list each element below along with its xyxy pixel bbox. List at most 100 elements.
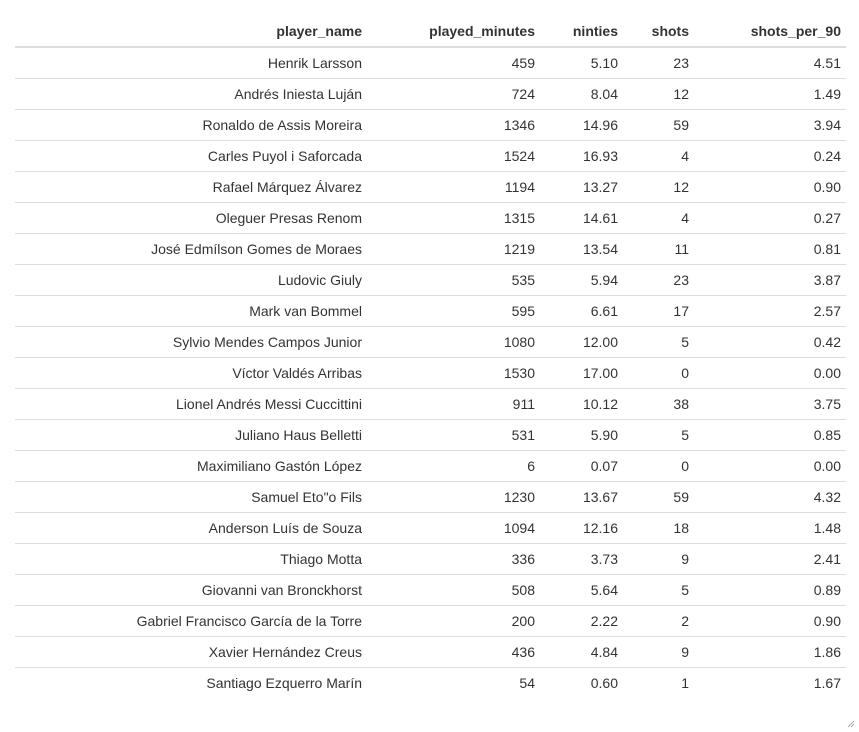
table-cell-played-minutes: 535 [367, 264, 540, 296]
table-cell-player-name: Víctor Valdés Arribas [15, 357, 367, 389]
table-cell-player-name: Rafael Márquez Álvarez [15, 171, 367, 203]
table-row: Xavier Hernández Creus 436 4.84 9 1.86 [15, 636, 846, 668]
table-cell-player-name: Gabriel Francisco García de la Torre [15, 605, 367, 637]
table-cell-shots-per-90: 0.24 [694, 140, 846, 172]
table-cell-ninties: 4.84 [540, 636, 623, 668]
table-cell-shots: 11 [623, 233, 694, 265]
table-cell-player-name: Ludovic Giuly [15, 264, 367, 296]
table-cell-shots-per-90: 2.57 [694, 295, 846, 327]
table-cell-shots-per-90: 0.89 [694, 574, 846, 606]
table-cell-played-minutes: 336 [367, 543, 540, 575]
table-cell-ninties: 17.00 [540, 357, 623, 389]
table-cell-played-minutes: 1080 [367, 326, 540, 358]
table-cell-player-name: Xavier Hernández Creus [15, 636, 367, 668]
table-cell-shots-per-90: 0.00 [694, 357, 846, 389]
table-cell-shots-per-90: 0.90 [694, 605, 846, 637]
table-cell-played-minutes: 531 [367, 419, 540, 451]
table-row: Andrés Iniesta Luján 724 8.04 12 1.49 [15, 78, 846, 110]
table-cell-ninties: 5.64 [540, 574, 623, 606]
table-cell-shots: 17 [623, 295, 694, 327]
table-cell-ninties: 13.27 [540, 171, 623, 203]
table-cell-ninties: 12.16 [540, 512, 623, 544]
table-cell-played-minutes: 1346 [367, 109, 540, 141]
table-cell-played-minutes: 508 [367, 574, 540, 606]
table-cell-shots: 2 [623, 605, 694, 637]
table-row: Santiago Ezquerro Marín 54 0.60 1 1.67 [15, 668, 846, 699]
table-header: player_name played_minutes ninties shots sho… [15, 15, 846, 48]
table-row: Henrik Larsson 459 5.10 23 4.51 [15, 47, 846, 79]
table-cell-played-minutes: 1219 [367, 233, 540, 265]
table-cell-ninties: 6.61 [540, 295, 623, 327]
column-header-shots: shots [623, 15, 694, 48]
table-cell-shots-per-90: 2.41 [694, 543, 846, 575]
table-cell-shots: 4 [623, 202, 694, 234]
table-cell-ninties: 14.96 [540, 109, 623, 141]
table-row: Ronaldo de Assis Moreira 1346 14.96 59 3.94 [15, 109, 846, 141]
table-cell-shots: 9 [623, 543, 694, 575]
table-cell-shots-per-90: 0.85 [694, 419, 846, 451]
table-cell-shots-per-90: 1.86 [694, 636, 846, 668]
table-cell-played-minutes: 54 [519, 675, 535, 691]
table-cell-played-minutes: 459 [367, 47, 540, 79]
table-cell-shots-per-90: 1.48 [694, 512, 846, 544]
table-cell-shots: 38 [623, 388, 694, 420]
table-cell-shots-per-90: 1.67 [813, 675, 841, 691]
table-cell-shots-per-90: 3.75 [694, 388, 846, 420]
table-cell-ninties: 12.00 [540, 326, 623, 358]
table-row: Thiago Motta 336 3.73 9 2.41 [15, 543, 846, 575]
table-row: Sylvio Mendes Campos Junior 1080 12.00 5 0.4… [15, 326, 846, 358]
table-cell-player-name: Carles Puyol i Saforcada [15, 140, 367, 172]
table-cell-player-name: Lionel Andrés Messi Cuccittini [15, 388, 367, 420]
table-cell-shots-per-90: 3.87 [694, 264, 846, 296]
table-body: Henrik Larsson 459 5.10 23 4.51 Andrés Iniest… [15, 47, 846, 698]
data-table: player_name played_minutes ninties shots sho… [15, 15, 846, 698]
table-cell-played-minutes: 200 [367, 605, 540, 637]
table-row: Carles Puyol i Saforcada 1524 16.93 4 0.24 [15, 140, 846, 172]
table-cell-player-name: Mark van Bommel [15, 295, 367, 327]
table-cell-player-name: Santiago Ezquerro Marín [206, 675, 362, 691]
table-cell-shots: 23 [623, 264, 694, 296]
table-cell-shots-per-90: 4.32 [694, 481, 846, 513]
table-row: Anderson Luís de Souza 1094 12.16 18 1.48 [15, 512, 846, 544]
table-cell-ninties: 13.54 [540, 233, 623, 265]
table-cell-player-name: Juliano Haus Belletti [15, 419, 367, 451]
table-cell-player-name: Samuel Eto"o Fils [15, 481, 367, 513]
resize-grip-icon[interactable] [847, 720, 855, 728]
table-cell-ninties: 14.61 [540, 202, 623, 234]
table-row: Juliano Haus Belletti 531 5.90 5 0.85 [15, 419, 846, 451]
table-cell-shots: 59 [623, 109, 694, 141]
table-cell-ninties: 16.93 [540, 140, 623, 172]
table-cell-shots: 5 [623, 326, 694, 358]
column-header-player-name: player_name [15, 15, 367, 48]
table-cell-shots-per-90: 1.49 [694, 78, 846, 110]
table-cell-shots-per-90: 0.90 [694, 171, 846, 203]
table-row: Lionel Andrés Messi Cuccittini 911 10.12 38… [15, 388, 846, 420]
table-cell-player-name: Ronaldo de Assis Moreira [15, 109, 367, 141]
header-row: player_name played_minutes ninties shots sho… [15, 15, 846, 48]
table-cell-player-name: Oleguer Presas Renom [15, 202, 367, 234]
table-cell-shots: 5 [623, 419, 694, 451]
table-cell-played-minutes: 911 [367, 388, 540, 420]
table-cell-played-minutes: 1315 [367, 202, 540, 234]
table-cell-player-name: Thiago Motta [15, 543, 367, 575]
table-cell-ninties: 3.73 [540, 543, 623, 575]
table-cell-ninties: 5.94 [540, 264, 623, 296]
table-cell-shots: 0 [623, 450, 694, 482]
table-cell-ninties: 0.07 [540, 450, 623, 482]
table-cell-played-minutes: 1524 [367, 140, 540, 172]
table-cell-shots: 1 [681, 675, 689, 691]
table-cell-shots: 23 [623, 47, 694, 79]
table-cell-player-name: José Edmílson Gomes de Moraes [15, 233, 367, 265]
table-cell-played-minutes: 1094 [367, 512, 540, 544]
table-cell-shots: 18 [623, 512, 694, 544]
table-cell-played-minutes: 1530 [367, 357, 540, 389]
table-cell-played-minutes: 1230 [367, 481, 540, 513]
table-cell-shots-per-90: 0.42 [694, 326, 846, 358]
table-cell-ninties: 10.12 [540, 388, 623, 420]
table-row: Rafael Márquez Álvarez 1194 13.27 12 0.90 [15, 171, 846, 203]
table-cell-played-minutes: 6 [367, 450, 540, 482]
table-cell-played-minutes: 1194 [367, 171, 540, 203]
table-cell-shots: 4 [623, 140, 694, 172]
table-cell-shots-per-90: 0.00 [694, 450, 846, 482]
table-cell-player-name: Anderson Luís de Souza [15, 512, 367, 544]
